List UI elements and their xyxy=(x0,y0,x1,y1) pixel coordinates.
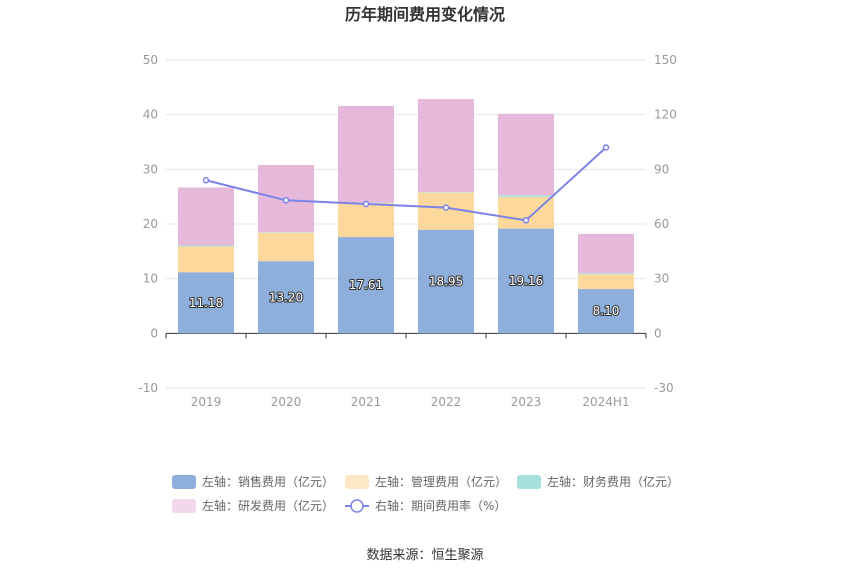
rate-point xyxy=(202,177,210,184)
left-axis-ticks: -10 0 10 20 30 40 50 xyxy=(138,53,158,395)
legend[interactable]: 左轴：销售费用（亿元） 左轴：管理费用（亿元） 左轴：财务费用（亿元） 左轴：研发费用… xyxy=(172,474,679,513)
legend-label: 左轴：销售费用（亿元） xyxy=(202,474,334,489)
legend-label: 右轴：期间费用率（%） xyxy=(375,498,506,513)
bar-segment-3 xyxy=(258,232,314,233)
right-tick-label: -30 xyxy=(654,381,674,395)
legend-label: 左轴：财务费用（亿元） xyxy=(547,474,679,489)
x-tick-label: 2020 xyxy=(271,395,302,409)
bar-segment-1 xyxy=(178,272,234,334)
data-label: 18.95 xyxy=(429,275,463,289)
rate-point xyxy=(602,144,610,151)
rate-line-path xyxy=(205,146,607,222)
right-tick-label: 120 xyxy=(654,108,677,122)
bar-segment-3 xyxy=(418,192,474,193)
right-tick-label: 150 xyxy=(654,53,677,67)
x-tick-label: 2024H1 xyxy=(582,395,629,409)
legend-marker-icon xyxy=(350,499,364,513)
legend-label: 左轴：管理费用（亿元） xyxy=(375,474,507,489)
data-label: 8.10 xyxy=(593,304,620,318)
bar-segment-3 xyxy=(498,195,554,197)
bar-segment-3 xyxy=(578,273,634,275)
left-tick-label: -10 xyxy=(138,381,158,395)
data-label: 13.20 xyxy=(269,290,303,304)
bar-segment-1 xyxy=(498,228,554,334)
right-tick-label: 30 xyxy=(654,272,669,286)
x-axis: 2019 2020 2021 2022 2023 2024H1 xyxy=(165,333,647,409)
x-tick-label: 2022 xyxy=(431,395,462,409)
rate-point xyxy=(442,204,450,211)
data-label: 19.16 xyxy=(509,274,543,288)
right-axis-ticks: -30 0 30 60 90 120 150 xyxy=(654,53,677,395)
left-tick-label: 40 xyxy=(143,108,158,122)
data-label: 11.18 xyxy=(189,296,223,310)
bar-segment-4 xyxy=(178,187,234,246)
legend-item[interactable]: 左轴：销售费用（亿元） xyxy=(172,474,334,489)
bar-segment-4 xyxy=(498,113,554,196)
legend-swatch xyxy=(172,475,196,489)
legend-swatch xyxy=(345,475,369,489)
rate-line xyxy=(202,144,610,224)
right-tick-label: 60 xyxy=(654,217,669,231)
legend-swatch xyxy=(172,499,196,513)
right-tick-label: 0 xyxy=(654,326,662,340)
bar-segment-4 xyxy=(418,99,474,193)
rate-point xyxy=(282,197,290,204)
legend-label: 左轴：研发费用（亿元） xyxy=(202,498,334,513)
chart-title: 历年期间费用变化情况 xyxy=(345,5,505,24)
left-tick-label: 0 xyxy=(150,326,158,340)
data-source: 数据来源：恒生聚源 xyxy=(366,548,483,563)
bar-segment-2 xyxy=(338,203,394,238)
legend-item[interactable]: 右轴：期间费用率（%） xyxy=(345,498,506,513)
data-label: 17.61 xyxy=(349,278,383,292)
bar-segment-1 xyxy=(578,289,634,334)
bar-segment-1 xyxy=(258,261,314,334)
bar-segment-2 xyxy=(178,246,234,273)
bar-segment-2 xyxy=(578,274,634,290)
legend-item[interactable]: 左轴：财务费用（亿元） xyxy=(517,474,679,489)
bar-segment-4 xyxy=(578,233,634,274)
bar-segment-3 xyxy=(178,245,234,247)
right-tick-label: 90 xyxy=(654,162,669,176)
bar-segment-1 xyxy=(338,237,394,334)
left-tick-label: 50 xyxy=(143,53,158,67)
bars xyxy=(178,99,634,334)
x-tick-label: 2023 xyxy=(511,395,542,409)
rate-point xyxy=(522,217,530,224)
legend-item[interactable]: 左轴：管理费用（亿元） xyxy=(345,474,507,489)
legend-item[interactable]: 左轴：研发费用（亿元） xyxy=(172,498,334,513)
bar-segment-4 xyxy=(338,105,394,203)
rate-point xyxy=(362,200,370,208)
data-labels: 11.18 13.20 17.61 18.95 19.16 8.10 xyxy=(188,273,621,319)
legend-swatch xyxy=(517,475,541,489)
left-tick-label: 30 xyxy=(143,162,158,176)
bar-segment-1 xyxy=(418,229,474,334)
left-tick-label: 10 xyxy=(143,272,158,286)
gridlines xyxy=(166,59,646,389)
left-tick-label: 20 xyxy=(143,217,158,231)
bar-segment-2 xyxy=(258,232,314,262)
x-tick-label: 2019 xyxy=(191,395,222,409)
x-tick-label: 2021 xyxy=(351,395,382,409)
